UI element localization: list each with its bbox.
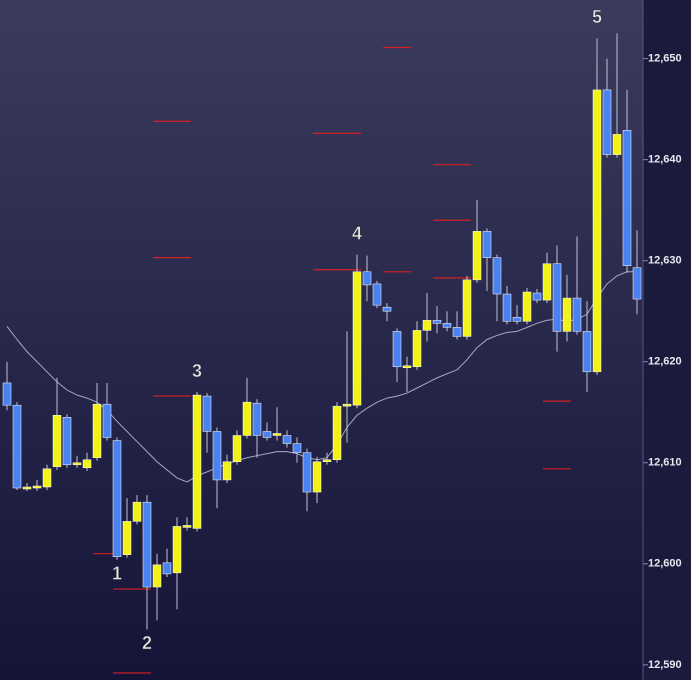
candle-body xyxy=(202,395,212,432)
candle-body xyxy=(22,486,32,490)
candle-body xyxy=(472,231,482,281)
candle-body xyxy=(282,435,292,444)
candle-body xyxy=(232,435,242,463)
candle-body xyxy=(252,402,262,436)
candle-body xyxy=(532,292,542,301)
candle-body xyxy=(52,415,62,468)
candle-body xyxy=(12,404,22,489)
candle-body xyxy=(122,521,132,555)
candle-body xyxy=(462,279,472,337)
candle-body xyxy=(452,327,462,337)
candle-body xyxy=(422,320,432,331)
candle-body xyxy=(292,443,302,453)
candle-body xyxy=(562,297,572,332)
candle-body xyxy=(32,485,42,489)
wave-label: 3 xyxy=(192,361,202,381)
candle-body xyxy=(212,431,222,481)
candle-body xyxy=(592,89,602,373)
candle-body xyxy=(142,501,152,588)
candle-body xyxy=(352,271,362,406)
candle-body xyxy=(222,461,232,481)
candle-body xyxy=(102,403,112,438)
candle-body xyxy=(42,468,52,488)
candle-body xyxy=(262,431,272,438)
candle-body xyxy=(552,263,562,332)
candle-body xyxy=(632,267,642,300)
y-tick-label: 12,620 xyxy=(648,356,682,368)
candle-body xyxy=(152,564,162,588)
candle-body xyxy=(622,130,632,266)
candle-body xyxy=(612,134,622,155)
candle-body xyxy=(522,291,532,322)
candle-body xyxy=(602,89,612,155)
candle-body xyxy=(382,306,392,312)
candle-body xyxy=(72,462,82,466)
candle-body xyxy=(322,459,332,463)
moving-average xyxy=(6,271,637,483)
candle-body xyxy=(182,525,192,528)
candle-body xyxy=(92,403,102,458)
candle-body xyxy=(392,331,402,368)
y-tick-label: 12,630 xyxy=(648,255,682,267)
candle-body xyxy=(302,452,312,493)
candle-body xyxy=(242,401,252,436)
y-tick-label: 12,590 xyxy=(648,659,682,671)
candle-body xyxy=(492,257,502,295)
axis-panel xyxy=(643,0,691,680)
wave-label: 4 xyxy=(352,223,362,243)
candle-body xyxy=(342,403,352,407)
candle-body xyxy=(482,231,492,258)
y-tick-label: 12,640 xyxy=(648,154,682,166)
candle-body xyxy=(502,293,512,322)
candle-body xyxy=(2,382,12,406)
candle-body xyxy=(582,331,592,373)
wave-label: 2 xyxy=(142,633,152,653)
candle-body xyxy=(572,297,582,332)
candle-body xyxy=(312,461,322,493)
candle-body xyxy=(362,271,372,286)
candle-body xyxy=(172,526,182,574)
candle-body xyxy=(512,317,522,322)
candle-body xyxy=(132,501,142,522)
y-tick-label: 12,610 xyxy=(648,457,682,469)
candle-body xyxy=(442,323,452,328)
candle-body xyxy=(82,459,92,469)
candle-body xyxy=(542,263,552,301)
candle-body xyxy=(372,283,382,306)
candle-body xyxy=(162,562,172,575)
y-tick-label: 12,600 xyxy=(648,558,682,570)
candle-body xyxy=(332,405,342,460)
candle-body xyxy=(272,433,282,436)
candle-body xyxy=(412,330,422,368)
candle-body xyxy=(112,440,122,557)
candle-body xyxy=(402,365,412,369)
candle-body xyxy=(192,394,202,529)
wave-label: 1 xyxy=(112,564,122,584)
y-tick-label: 12,650 xyxy=(648,53,682,65)
candle-body xyxy=(62,417,72,466)
candle-body xyxy=(432,320,442,324)
wave-label: 5 xyxy=(592,7,602,27)
